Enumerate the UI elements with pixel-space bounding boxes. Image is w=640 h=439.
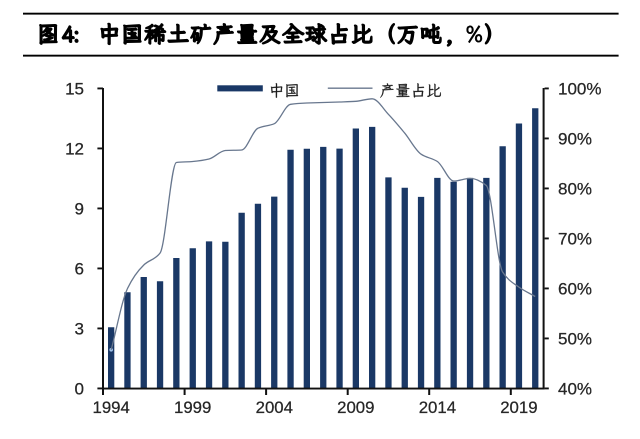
svg-text:50%: 50%: [558, 330, 592, 349]
svg-text:15: 15: [65, 80, 84, 99]
svg-text:80%: 80%: [558, 180, 592, 199]
svg-text:6: 6: [75, 260, 84, 279]
svg-text:12: 12: [65, 140, 84, 159]
svg-text:1999: 1999: [174, 398, 211, 417]
svg-text:2004: 2004: [256, 398, 293, 417]
svg-text:1994: 1994: [93, 398, 130, 417]
svg-text:100%: 100%: [558, 80, 601, 99]
svg-text:3: 3: [75, 320, 84, 339]
svg-text:2009: 2009: [337, 398, 374, 417]
svg-text:40%: 40%: [558, 380, 592, 399]
svg-text:9: 9: [75, 200, 84, 219]
svg-text:2014: 2014: [419, 398, 456, 417]
svg-text:70%: 70%: [558, 230, 592, 249]
svg-text:90%: 90%: [558, 130, 592, 149]
svg-text:60%: 60%: [558, 280, 592, 299]
svg-text:0: 0: [75, 380, 84, 399]
svg-text:2019: 2019: [500, 398, 537, 417]
